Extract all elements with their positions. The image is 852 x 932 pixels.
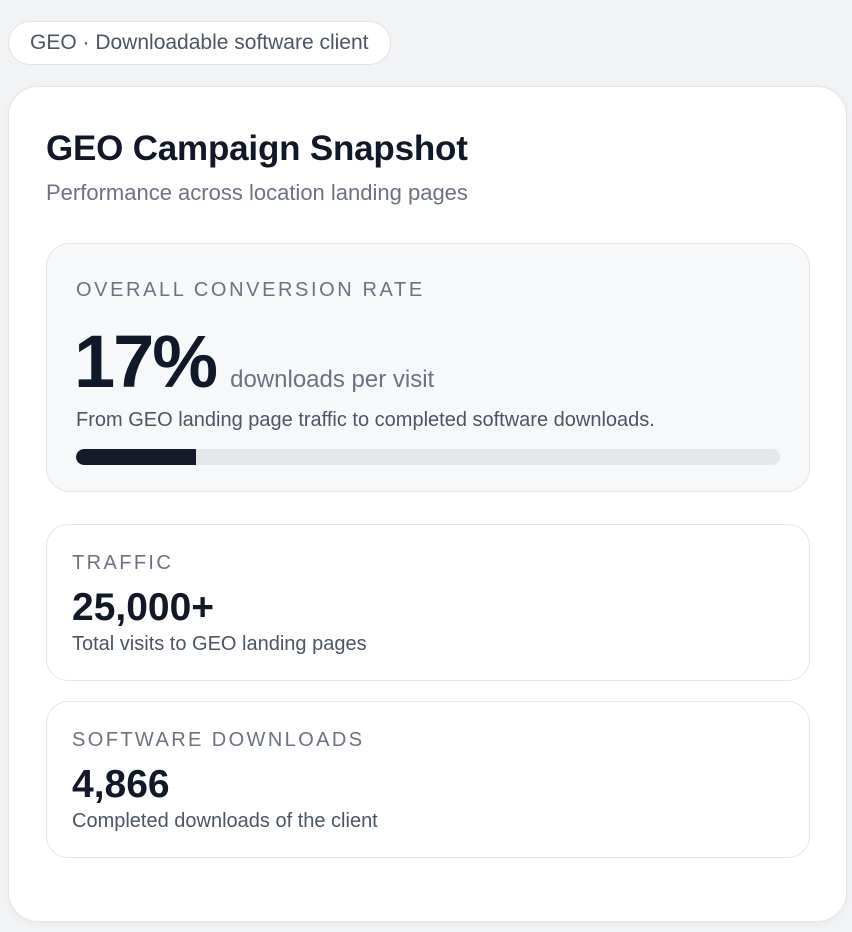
card-subtitle: Performance across location landing page…: [46, 180, 468, 205]
traffic-stat-card: TRAFFIC 25,000+ Total visits to GEO land…: [46, 524, 810, 681]
conversion-progress-bar: [76, 449, 780, 465]
downloads-stat-card: SOFTWARE DOWNLOADS 4,866 Completed downl…: [46, 701, 810, 858]
conversion-rate-value-row: 17% downloads per visit: [74, 318, 434, 406]
conversion-rate-label: OVERALL CONVERSION RATE: [76, 279, 425, 301]
conversion-rate-panel: OVERALL CONVERSION RATE 17% downloads pe…: [46, 243, 810, 492]
conversion-rate-description: From GEO landing page traffic to complet…: [76, 409, 655, 431]
conversion-progress-fill: [76, 449, 196, 465]
traffic-label: TRAFFIC: [72, 552, 174, 574]
campaign-snapshot-card: GEO Campaign Snapshot Performance across…: [8, 86, 847, 922]
downloads-label: SOFTWARE DOWNLOADS: [72, 729, 365, 751]
conversion-rate-unit: downloads per visit: [230, 366, 435, 393]
conversion-rate-value: 17%: [74, 320, 218, 403]
card-title: GEO Campaign Snapshot: [46, 129, 468, 168]
context-pill: GEO · Downloadable software client: [8, 21, 391, 65]
traffic-value: 25,000+: [72, 586, 215, 629]
downloads-description: Completed downloads of the client: [72, 810, 378, 832]
traffic-description: Total visits to GEO landing pages: [72, 633, 367, 655]
downloads-value: 4,866: [72, 763, 170, 806]
